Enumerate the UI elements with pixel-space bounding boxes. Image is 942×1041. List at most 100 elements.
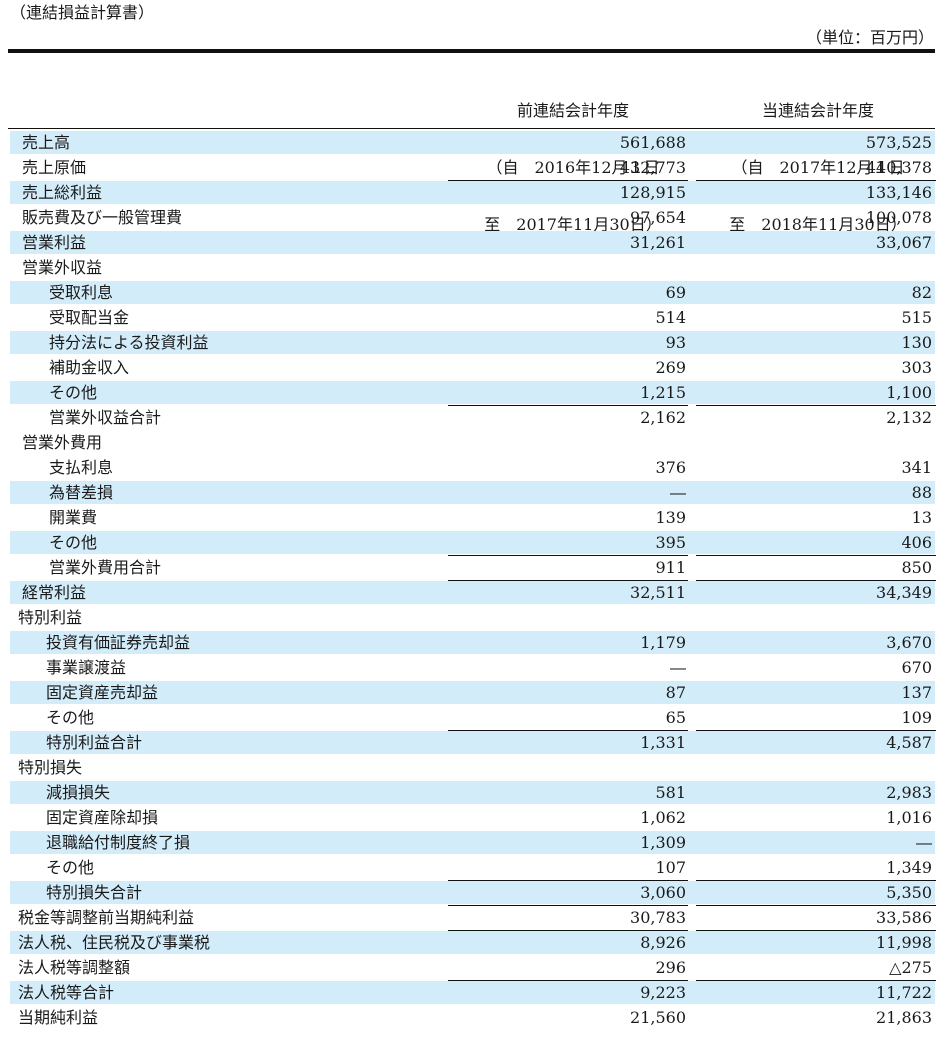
- statement-title: （連結損益計算書）: [10, 3, 155, 22]
- row-label: 売上高: [22, 133, 71, 152]
- subtotal-rule-prev: [448, 880, 688, 881]
- row-shading: [10, 681, 935, 704]
- row-shading: [10, 181, 935, 204]
- row-label: 固定資産売却益: [46, 683, 159, 702]
- value-current-year: 341: [901, 458, 932, 477]
- row-label: 法人税、住民税及び事業税: [18, 933, 211, 952]
- value-prev-year: 1,331: [640, 733, 686, 752]
- table-row: 支払利息 376 341: [0, 455, 942, 480]
- value-current-year: 33,067: [876, 233, 932, 252]
- subtotal-rule-prev: [448, 555, 688, 556]
- row-shading: [10, 331, 935, 354]
- table-row: 特別損失合計 3,060 5,350: [0, 880, 942, 905]
- value-current-year: 109: [901, 708, 932, 727]
- value-current-year: 406: [901, 533, 932, 552]
- value-prev-year: 1,309: [640, 833, 686, 852]
- subtotal-rule-curr: [696, 555, 936, 556]
- row-label: 退職給付制度終了損: [46, 833, 191, 852]
- value-prev-year: 1,215: [640, 383, 686, 402]
- subtotal-rule-curr: [696, 405, 936, 406]
- value-current-year: 3,670: [886, 633, 932, 652]
- value-prev-year: ―: [670, 658, 686, 677]
- value-prev-year: 30,783: [630, 908, 686, 927]
- table-row: 補助金収入 269 303: [0, 355, 942, 380]
- value-current-year: 5,350: [886, 883, 932, 902]
- row-shading: [10, 231, 935, 254]
- row-label: 売上総利益: [22, 183, 103, 202]
- value-current-year: 1,016: [886, 808, 932, 827]
- table-row: 受取配当金 514 515: [0, 305, 942, 330]
- unit-label: （単位：百万円）: [805, 28, 934, 47]
- table-row: 売上高 561,688 573,525: [0, 130, 942, 155]
- value-current-year: 4,587: [886, 733, 932, 752]
- value-prev-year: 3,060: [640, 883, 686, 902]
- value-current-year: 82: [911, 283, 932, 302]
- value-current-year: 21,863: [876, 1008, 932, 1027]
- table-row: その他 107 1,349: [0, 855, 942, 880]
- value-current-year: 34,349: [876, 583, 932, 602]
- value-prev-year: 128,915: [619, 183, 686, 202]
- subtotal-rule-curr: [696, 905, 936, 906]
- value-current-year: 670: [901, 658, 932, 677]
- value-prev-year: 107: [655, 858, 686, 877]
- header-rule: [8, 128, 935, 129]
- value-current-year: 130: [901, 333, 932, 352]
- value-current-year: 33,586: [876, 908, 932, 927]
- subtotal-rule-curr: [696, 730, 936, 731]
- row-label: 開業費: [49, 508, 98, 527]
- table-row: 受取利息 69 82: [0, 280, 942, 305]
- row-shading: [10, 581, 935, 604]
- row-label: 投資有価証券売却益: [46, 633, 191, 652]
- value-current-year: △275: [889, 958, 932, 977]
- value-prev-year: 395: [655, 533, 686, 552]
- value-prev-year: 514: [655, 308, 686, 327]
- row-label: 受取配当金: [49, 308, 130, 327]
- table-row: 当期純利益 21,560 21,863: [0, 1005, 942, 1030]
- value-prev-year: 8,926: [640, 933, 686, 952]
- row-label: 受取利息: [49, 283, 114, 302]
- row-label: 営業利益: [22, 233, 87, 252]
- column-header-prev-to: 至 2017年11月30日）: [484, 215, 662, 234]
- row-label: 営業外費用合計: [49, 558, 162, 577]
- value-current-year: 100,078: [865, 208, 932, 227]
- table-row: 法人税等調整額 296 △275: [0, 955, 942, 980]
- value-prev-year: 1,179: [640, 633, 686, 652]
- subtotal-rule-curr: [696, 930, 936, 931]
- row-shading: [10, 531, 935, 554]
- table-row: 開業費 139 13: [0, 505, 942, 530]
- subtotal-rule-prev: [448, 730, 688, 731]
- value-current-year: 2,132: [886, 408, 932, 427]
- column-header-prev-label: 前連結会計年度: [516, 101, 629, 120]
- row-label: 減損損失: [46, 783, 111, 802]
- row-label: その他: [49, 383, 98, 402]
- row-shading: [10, 481, 935, 504]
- row-shading: [10, 381, 935, 404]
- column-header-prev-year: 前連結会計年度 （自 2016年12月１日 至 2017年11月30日）: [473, 63, 673, 253]
- subtotal-rule-prev: [448, 405, 688, 406]
- table-row: 固定資産除却損 1,062 1,016: [0, 805, 942, 830]
- value-prev-year: 87: [665, 683, 686, 702]
- row-label: 販売費及び一般管理費: [22, 208, 183, 227]
- row-label: 特別損失: [18, 758, 83, 777]
- row-label: 支払利息: [49, 458, 114, 477]
- subtotal-rule-prev: [448, 930, 688, 931]
- value-prev-year: 32,511: [630, 583, 686, 602]
- value-current-year: 11,998: [876, 933, 932, 952]
- value-prev-year: 911: [655, 558, 686, 577]
- row-label: 営業外収益合計: [49, 408, 162, 427]
- row-shading: [10, 281, 935, 304]
- table-row: その他 395 406: [0, 530, 942, 555]
- row-label: その他: [49, 533, 98, 552]
- row-shading: [10, 881, 935, 904]
- row-label: 特別損失合計: [46, 883, 143, 902]
- row-shading: [10, 131, 935, 154]
- row-label: 補助金収入: [49, 358, 130, 377]
- subtotal-rule-curr: [696, 980, 936, 981]
- row-label: 営業外収益: [22, 258, 103, 277]
- value-current-year: 515: [901, 308, 932, 327]
- table-row: 売上総利益 128,915 133,146: [0, 180, 942, 205]
- value-current-year: 13: [911, 508, 932, 527]
- table-row: 持分法による投資利益 93 130: [0, 330, 942, 355]
- row-shading: [10, 931, 935, 954]
- value-current-year: ―: [916, 833, 932, 852]
